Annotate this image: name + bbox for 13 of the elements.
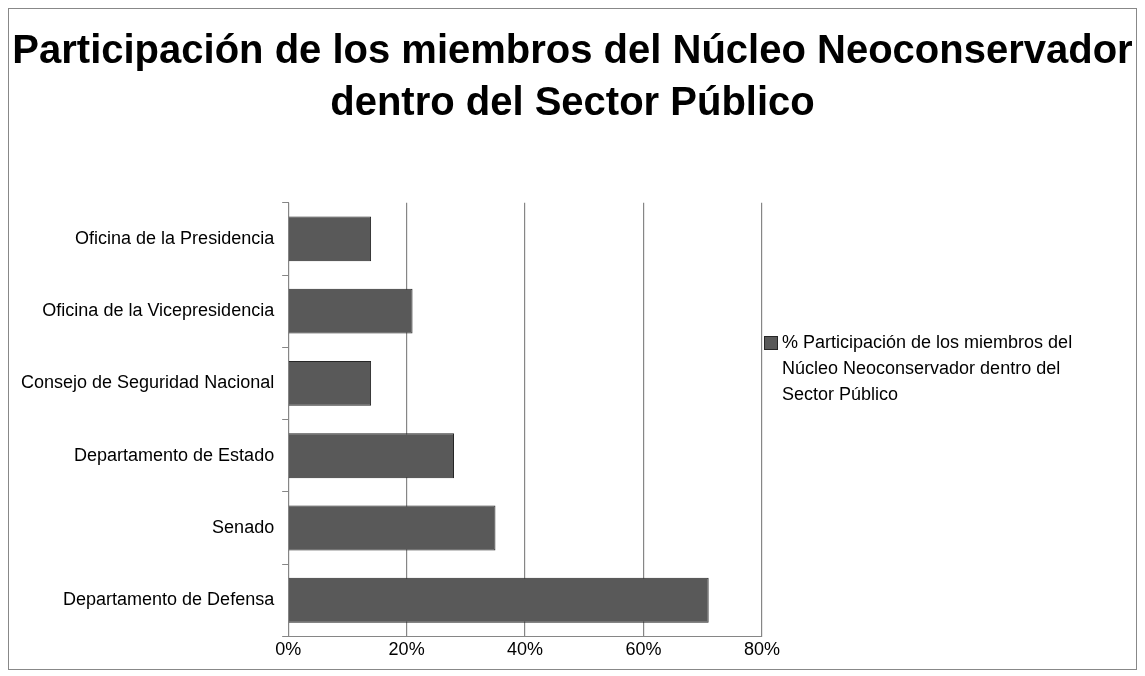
y-tick-label: Oficina de la Vicepresidencia bbox=[42, 300, 276, 321]
legend-label: % Participación de los miembros del Núcleo Neoconservador dentro del Sector Público bbox=[782, 331, 1074, 406]
x-tick-label: 80% bbox=[743, 639, 780, 660]
x-tick-label: 60% bbox=[625, 639, 662, 660]
x-tick-label: 0% bbox=[275, 639, 302, 660]
y-tick-label: Oficina de la Presidencia bbox=[75, 227, 276, 248]
x-tick-label: 20% bbox=[388, 639, 425, 660]
y-tick-label: Consejo de Seguridad Nacional bbox=[21, 372, 275, 393]
x-tick-label: 40% bbox=[507, 639, 544, 660]
chart-title: Participación de los miembros del Núcleo Neoconservador dentro del Sector Público bbox=[11, 26, 1134, 125]
y-tick-label: Departamento de Defensa bbox=[63, 589, 276, 610]
y-tick-label: Departamento de Estado bbox=[74, 444, 275, 465]
y-tick-label: Senado bbox=[212, 516, 275, 537]
